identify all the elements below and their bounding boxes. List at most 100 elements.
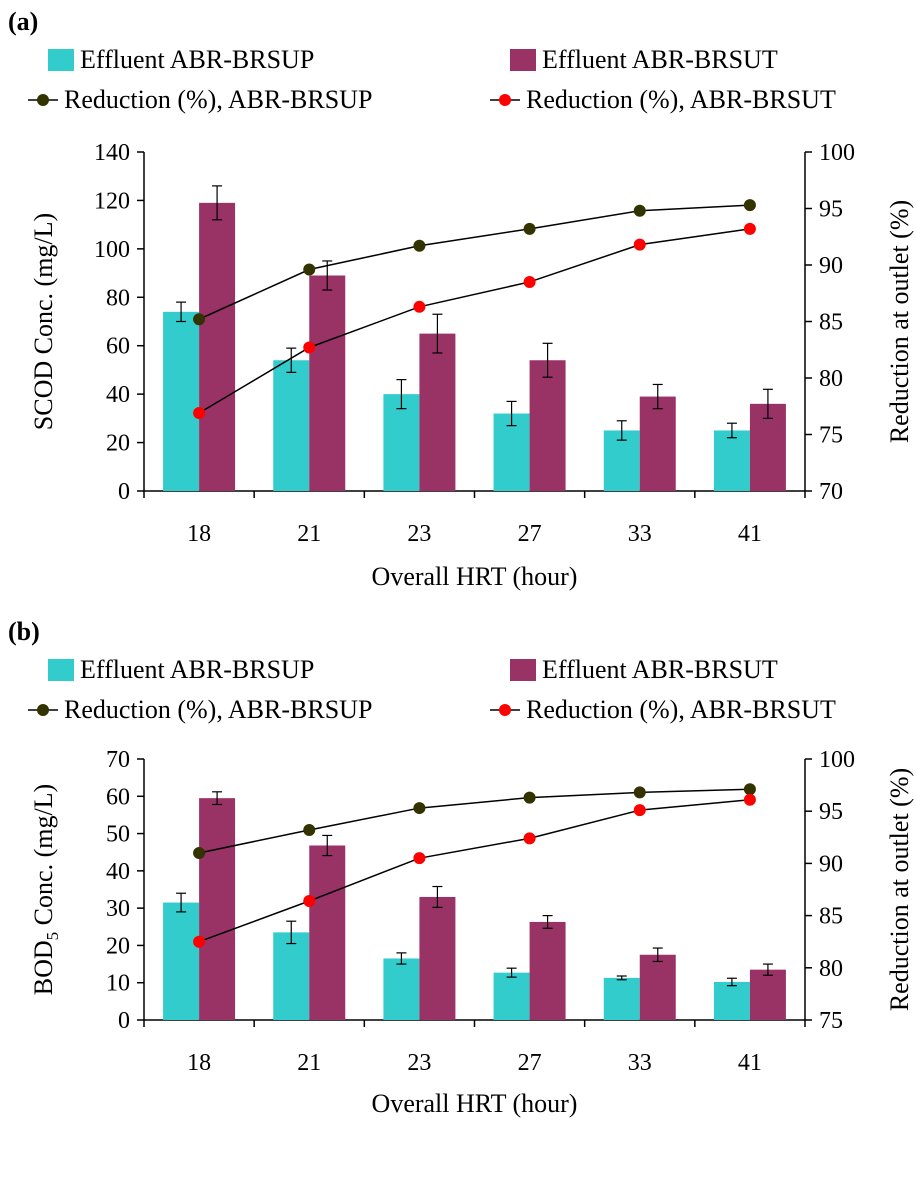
reduction-point-2 bbox=[523, 275, 536, 288]
x-tick-label: 27 bbox=[518, 1050, 542, 1076]
x-tick-label: 18 bbox=[187, 1050, 211, 1076]
reduction-point-2 bbox=[193, 935, 206, 948]
bar-series-2 bbox=[309, 275, 346, 491]
bar-series-1 bbox=[273, 360, 310, 491]
x-tick-label: 23 bbox=[407, 1050, 431, 1076]
y-tick-label: 50 bbox=[106, 822, 130, 848]
legend-marker-1 bbox=[37, 94, 49, 106]
y2-tick-label: 90 bbox=[819, 253, 843, 279]
reduction-point-1 bbox=[193, 313, 206, 326]
y-axis-title: BOD5 Conc. (mg/L) bbox=[29, 784, 62, 995]
y2-tick-label: 80 bbox=[819, 956, 843, 982]
x-tick-label: 23 bbox=[407, 521, 431, 547]
y2-tick-label: 100 bbox=[819, 747, 855, 773]
reduction-point-1 bbox=[413, 239, 426, 252]
reduction-line-2 bbox=[198, 798, 750, 943]
legend-label-1: Effluent ABR-BRSUP bbox=[80, 45, 314, 74]
x-tick-label: 18 bbox=[187, 521, 211, 547]
legend-marker-2 bbox=[499, 704, 511, 716]
y2-axis-title: Reduction at outlet (%) bbox=[885, 200, 914, 443]
panel-label: (a) bbox=[8, 7, 38, 36]
y2-tick-label: 90 bbox=[819, 851, 843, 877]
y-tick-label: 60 bbox=[106, 784, 130, 810]
legend-label-2: Effluent ABR-BRSUT bbox=[542, 655, 778, 684]
panel-label: (b) bbox=[8, 617, 40, 646]
y-axis-title-subscript: 5 bbox=[43, 932, 62, 941]
bar-series-2 bbox=[529, 360, 566, 491]
legend-marker-2 bbox=[499, 94, 511, 106]
y2-tick-label: 85 bbox=[819, 310, 843, 336]
y-tick-label: 0 bbox=[118, 1008, 130, 1034]
y-tick-label: 20 bbox=[106, 933, 130, 959]
reduction-point-2 bbox=[633, 804, 646, 817]
legend-line-label-2: Reduction (%), ABR-BRSUT bbox=[526, 695, 836, 724]
legend-swatch-2 bbox=[510, 659, 536, 681]
bar-series-2 bbox=[749, 969, 786, 1020]
legend-marker-1 bbox=[37, 704, 49, 716]
bar-series-2 bbox=[419, 896, 456, 1020]
legend-line-label-1: Reduction (%), ABR-BRSUP bbox=[64, 85, 372, 114]
x-tick-label: 41 bbox=[738, 521, 762, 547]
y2-tick-label: 75 bbox=[819, 1008, 843, 1034]
x-tick-label: 21 bbox=[297, 1050, 321, 1076]
reduction-point-1 bbox=[413, 802, 426, 815]
legend-label-1: Effluent ABR-BRSUP bbox=[80, 655, 314, 684]
reduction-point-2 bbox=[413, 852, 426, 865]
reduction-point-1 bbox=[303, 263, 316, 276]
y-tick-label: 100 bbox=[94, 237, 130, 263]
reduction-point-2 bbox=[413, 300, 426, 313]
legend-swatch-2 bbox=[510, 49, 536, 71]
reduction-point-1 bbox=[193, 846, 206, 859]
bar-series-1 bbox=[383, 394, 420, 491]
bar-series-1 bbox=[713, 430, 750, 491]
reduction-point-1 bbox=[303, 823, 316, 836]
bar-series-2 bbox=[199, 798, 236, 1020]
panel-b: (b) Effluent ABR-BRSUP Effluent ABR-BRSUT R… bbox=[8, 617, 914, 1118]
y-axis-title: SCOD Conc. (mg/L) bbox=[29, 213, 58, 430]
reduction-point-1 bbox=[523, 791, 536, 804]
reduction-point-2 bbox=[303, 341, 316, 354]
legend: Effluent ABR-BRSUP Effluent ABR-BRSUT Redu… bbox=[28, 45, 836, 114]
y2-tick-label: 85 bbox=[819, 904, 843, 930]
bar-series-1 bbox=[163, 902, 200, 1020]
y2-tick-label: 95 bbox=[819, 799, 843, 825]
legend-line-label-1: Reduction (%), ABR-BRSUP bbox=[64, 695, 372, 724]
y-tick-label: 70 bbox=[106, 747, 130, 773]
reduction-point-1 bbox=[743, 783, 756, 796]
bar-series-1 bbox=[713, 981, 750, 1020]
x-tick-label: 33 bbox=[628, 521, 652, 547]
y-axis-title-rest: Conc. (mg/L) bbox=[29, 784, 58, 932]
reduction-line-2 bbox=[198, 228, 751, 414]
y-tick-label: 120 bbox=[94, 188, 130, 214]
legend-label-2: Effluent ABR-BRSUT bbox=[542, 45, 778, 74]
x-axis-title: Overall HRT (hour) bbox=[372, 1089, 578, 1118]
bar-series-1 bbox=[273, 932, 310, 1020]
panel-a: (a) Effluent ABR-BRSUP Effluent ABR-BRSUT R… bbox=[8, 7, 914, 591]
x-tick-label: 21 bbox=[297, 521, 321, 547]
reduction-point-1 bbox=[743, 199, 756, 212]
legend: Effluent ABR-BRSUP Effluent ABR-BRSUT Redu… bbox=[28, 655, 836, 724]
bar-series-1 bbox=[603, 977, 640, 1020]
y-axis-title-main: SCOD Conc. (mg/L) bbox=[29, 213, 58, 430]
bar-series-2 bbox=[419, 333, 456, 491]
y2-tick-label: 70 bbox=[819, 479, 843, 505]
reduction-point-2 bbox=[743, 793, 756, 806]
bar-series-1 bbox=[493, 972, 530, 1020]
x-axis-title: Overall HRT (hour) bbox=[372, 562, 578, 591]
reduction-point-2 bbox=[193, 407, 206, 420]
y-tick-label: 60 bbox=[106, 334, 130, 360]
reduction-point-2 bbox=[303, 894, 316, 907]
y-tick-label: 40 bbox=[106, 859, 130, 885]
y2-tick-label: 80 bbox=[819, 366, 843, 392]
x-tick-label: 41 bbox=[738, 1050, 762, 1076]
y-tick-label: 20 bbox=[106, 431, 130, 457]
bar-series-2 bbox=[639, 396, 676, 491]
y-tick-label: 40 bbox=[106, 382, 130, 408]
reduction-line-1 bbox=[198, 788, 750, 854]
bar-series-2 bbox=[529, 921, 566, 1020]
bar-series-2 bbox=[199, 202, 236, 491]
y-tick-label: 140 bbox=[94, 140, 130, 166]
bar-series-1 bbox=[493, 413, 530, 491]
y2-tick-label: 95 bbox=[819, 197, 843, 223]
